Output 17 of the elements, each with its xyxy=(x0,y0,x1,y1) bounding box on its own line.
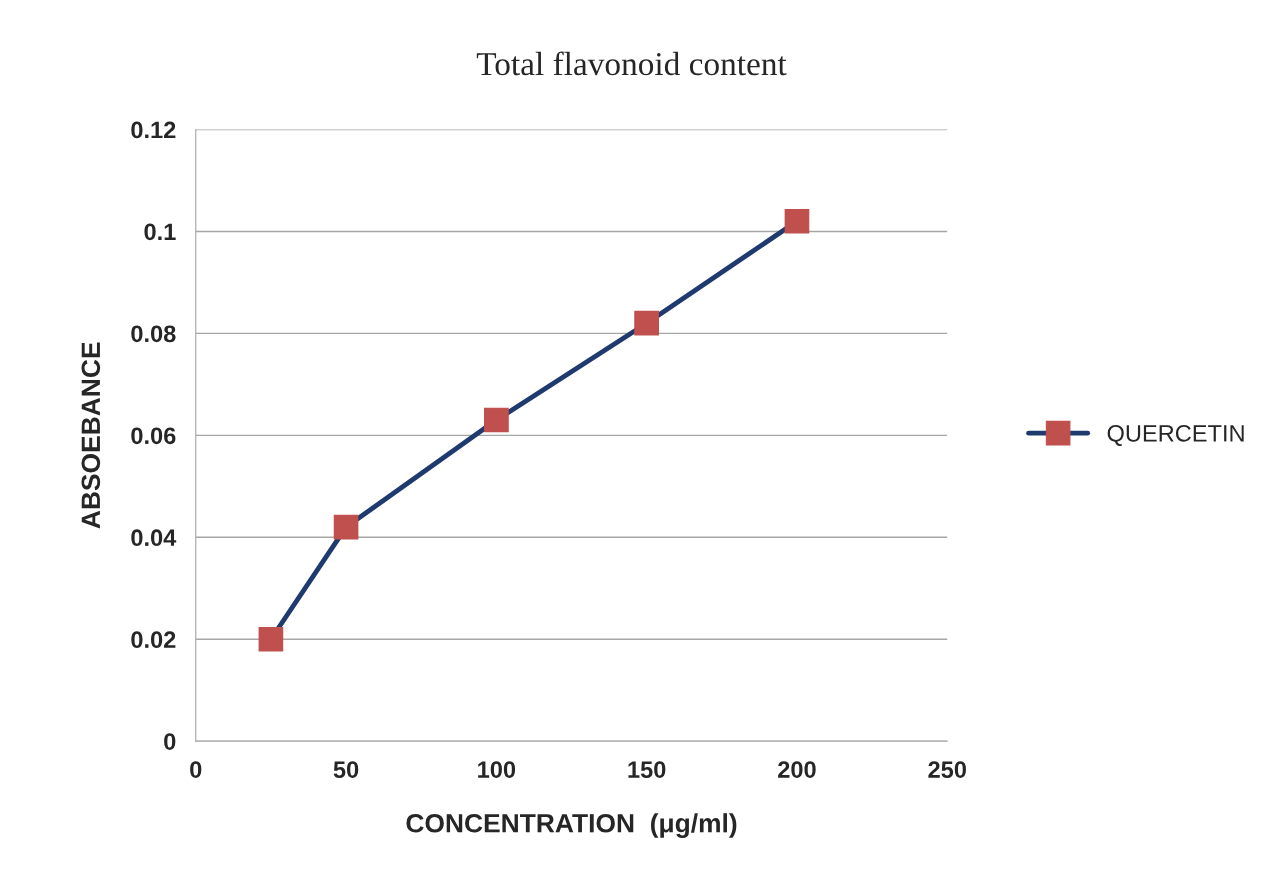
x-tick-label: 150 xyxy=(628,761,666,778)
y-axis-title: ABSOEBANCE xyxy=(81,342,101,529)
y-tick-label: 0.1 xyxy=(144,223,176,241)
y-tick-label: 0.02 xyxy=(131,631,176,649)
y-tick-label: 0 xyxy=(164,733,176,750)
x-tick-label: 200 xyxy=(778,761,816,778)
x-tick-label: 50 xyxy=(333,761,359,778)
legend-label: QUERCETIN xyxy=(1107,424,1244,446)
y-tick-label: 0.04 xyxy=(131,529,177,547)
y-tick-label: 0.08 xyxy=(131,325,176,343)
x-tick-label: 250 xyxy=(928,761,966,778)
x-tick-label: 100 xyxy=(478,761,516,778)
x-tick-label: 0 xyxy=(190,761,202,778)
y-tick-label: 0.12 xyxy=(131,121,176,139)
y-tick-label: 0.06 xyxy=(131,427,176,445)
x-axis-title: CONCENTRATION (μg/ml) xyxy=(406,813,737,838)
chart-title: Total flavonoid content xyxy=(476,51,787,76)
